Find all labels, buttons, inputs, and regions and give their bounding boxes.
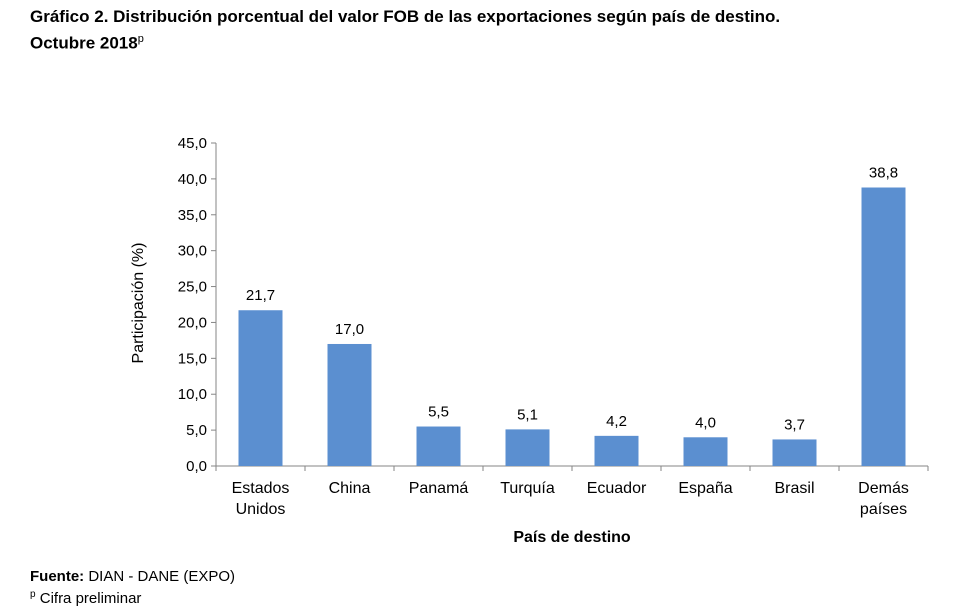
data-label: 38,8	[869, 165, 898, 182]
chart-title: Gráfico 2. Distribución porcentual del v…	[30, 6, 780, 55]
preliminary-note: p Cifra preliminar	[30, 589, 142, 607]
data-label: 3,7	[784, 416, 805, 433]
x-tick-label: Unidos	[236, 501, 286, 518]
bar	[861, 187, 906, 466]
x-tick-label: países	[860, 501, 907, 518]
y-tick-label: 0,0	[186, 458, 207, 475]
title-line-2: Octubre 2018p	[30, 33, 144, 53]
x-axis-title: País de destino	[513, 529, 631, 546]
y-tick-label: 5,0	[186, 422, 207, 439]
title-line-1: Gráfico 2. Distribución porcentual del v…	[30, 7, 781, 26]
bar	[327, 343, 372, 466]
x-tick-label: España	[678, 480, 732, 497]
data-label: 4,0	[695, 414, 716, 431]
y-axis-title: Participación (%)	[130, 243, 147, 364]
y-tick-label: 20,0	[178, 314, 207, 331]
y-tick-label: 25,0	[178, 279, 207, 296]
x-tick-label: China	[329, 480, 371, 497]
data-label: 5,5	[428, 404, 449, 421]
x-tick-label: Brasil	[774, 480, 814, 497]
y-tick-label: 10,0	[178, 386, 207, 403]
x-tick-label: Turquía	[500, 480, 555, 497]
bar	[772, 439, 817, 466]
bar	[594, 435, 639, 466]
bar	[416, 426, 461, 466]
data-label: 4,2	[606, 413, 627, 430]
data-label: 17,0	[335, 321, 364, 338]
data-label: 5,1	[517, 406, 538, 423]
y-tick-label: 15,0	[178, 350, 207, 367]
data-label: 21,7	[246, 287, 275, 304]
bar	[683, 437, 728, 466]
x-tick-label: Ecuador	[587, 480, 647, 497]
bar	[505, 429, 550, 466]
y-tick-label: 35,0	[178, 207, 207, 224]
y-tick-label: 40,0	[178, 171, 207, 188]
y-tick-label: 30,0	[178, 243, 207, 260]
source-note: Fuente: DIAN - DANE (EXPO)	[30, 568, 236, 585]
y-tick-label: 45,0	[178, 135, 207, 152]
x-tick-label: Estados	[232, 480, 290, 497]
x-tick-label: Demás	[858, 480, 909, 497]
bar	[238, 310, 283, 466]
x-tick-label: Panamá	[409, 480, 469, 497]
